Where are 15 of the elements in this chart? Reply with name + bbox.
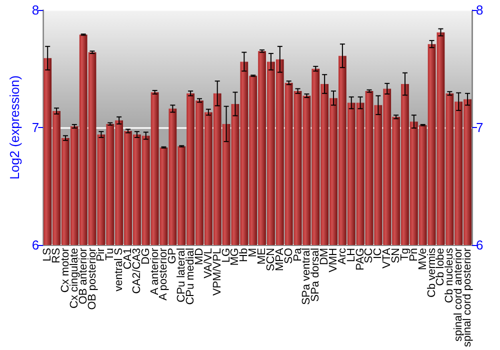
x-tick-label: MVe — [416, 248, 429, 270]
x-tick-label: A posterior — [158, 248, 170, 301]
x-tick-label: Tg — [398, 248, 411, 261]
y-tick-label: 6 — [32, 237, 40, 252]
x-tick-label: SCN — [264, 248, 277, 272]
x-tick-label: Arc — [336, 247, 348, 264]
y2-tick-label: 8 — [476, 2, 484, 18]
y-axis-title: Log2 (expression) — [7, 75, 22, 180]
y-tick-label: 8 — [32, 2, 40, 18]
x-tick-label: spinal cord posterior — [462, 248, 474, 348]
y2-tick-label: 6 — [476, 237, 484, 252]
x-tick-label: SO — [282, 248, 295, 264]
x-tick-label: DG — [140, 248, 152, 264]
y-tick-label: 7 — [32, 120, 40, 135]
y2-tick-label: 7 — [476, 120, 484, 135]
